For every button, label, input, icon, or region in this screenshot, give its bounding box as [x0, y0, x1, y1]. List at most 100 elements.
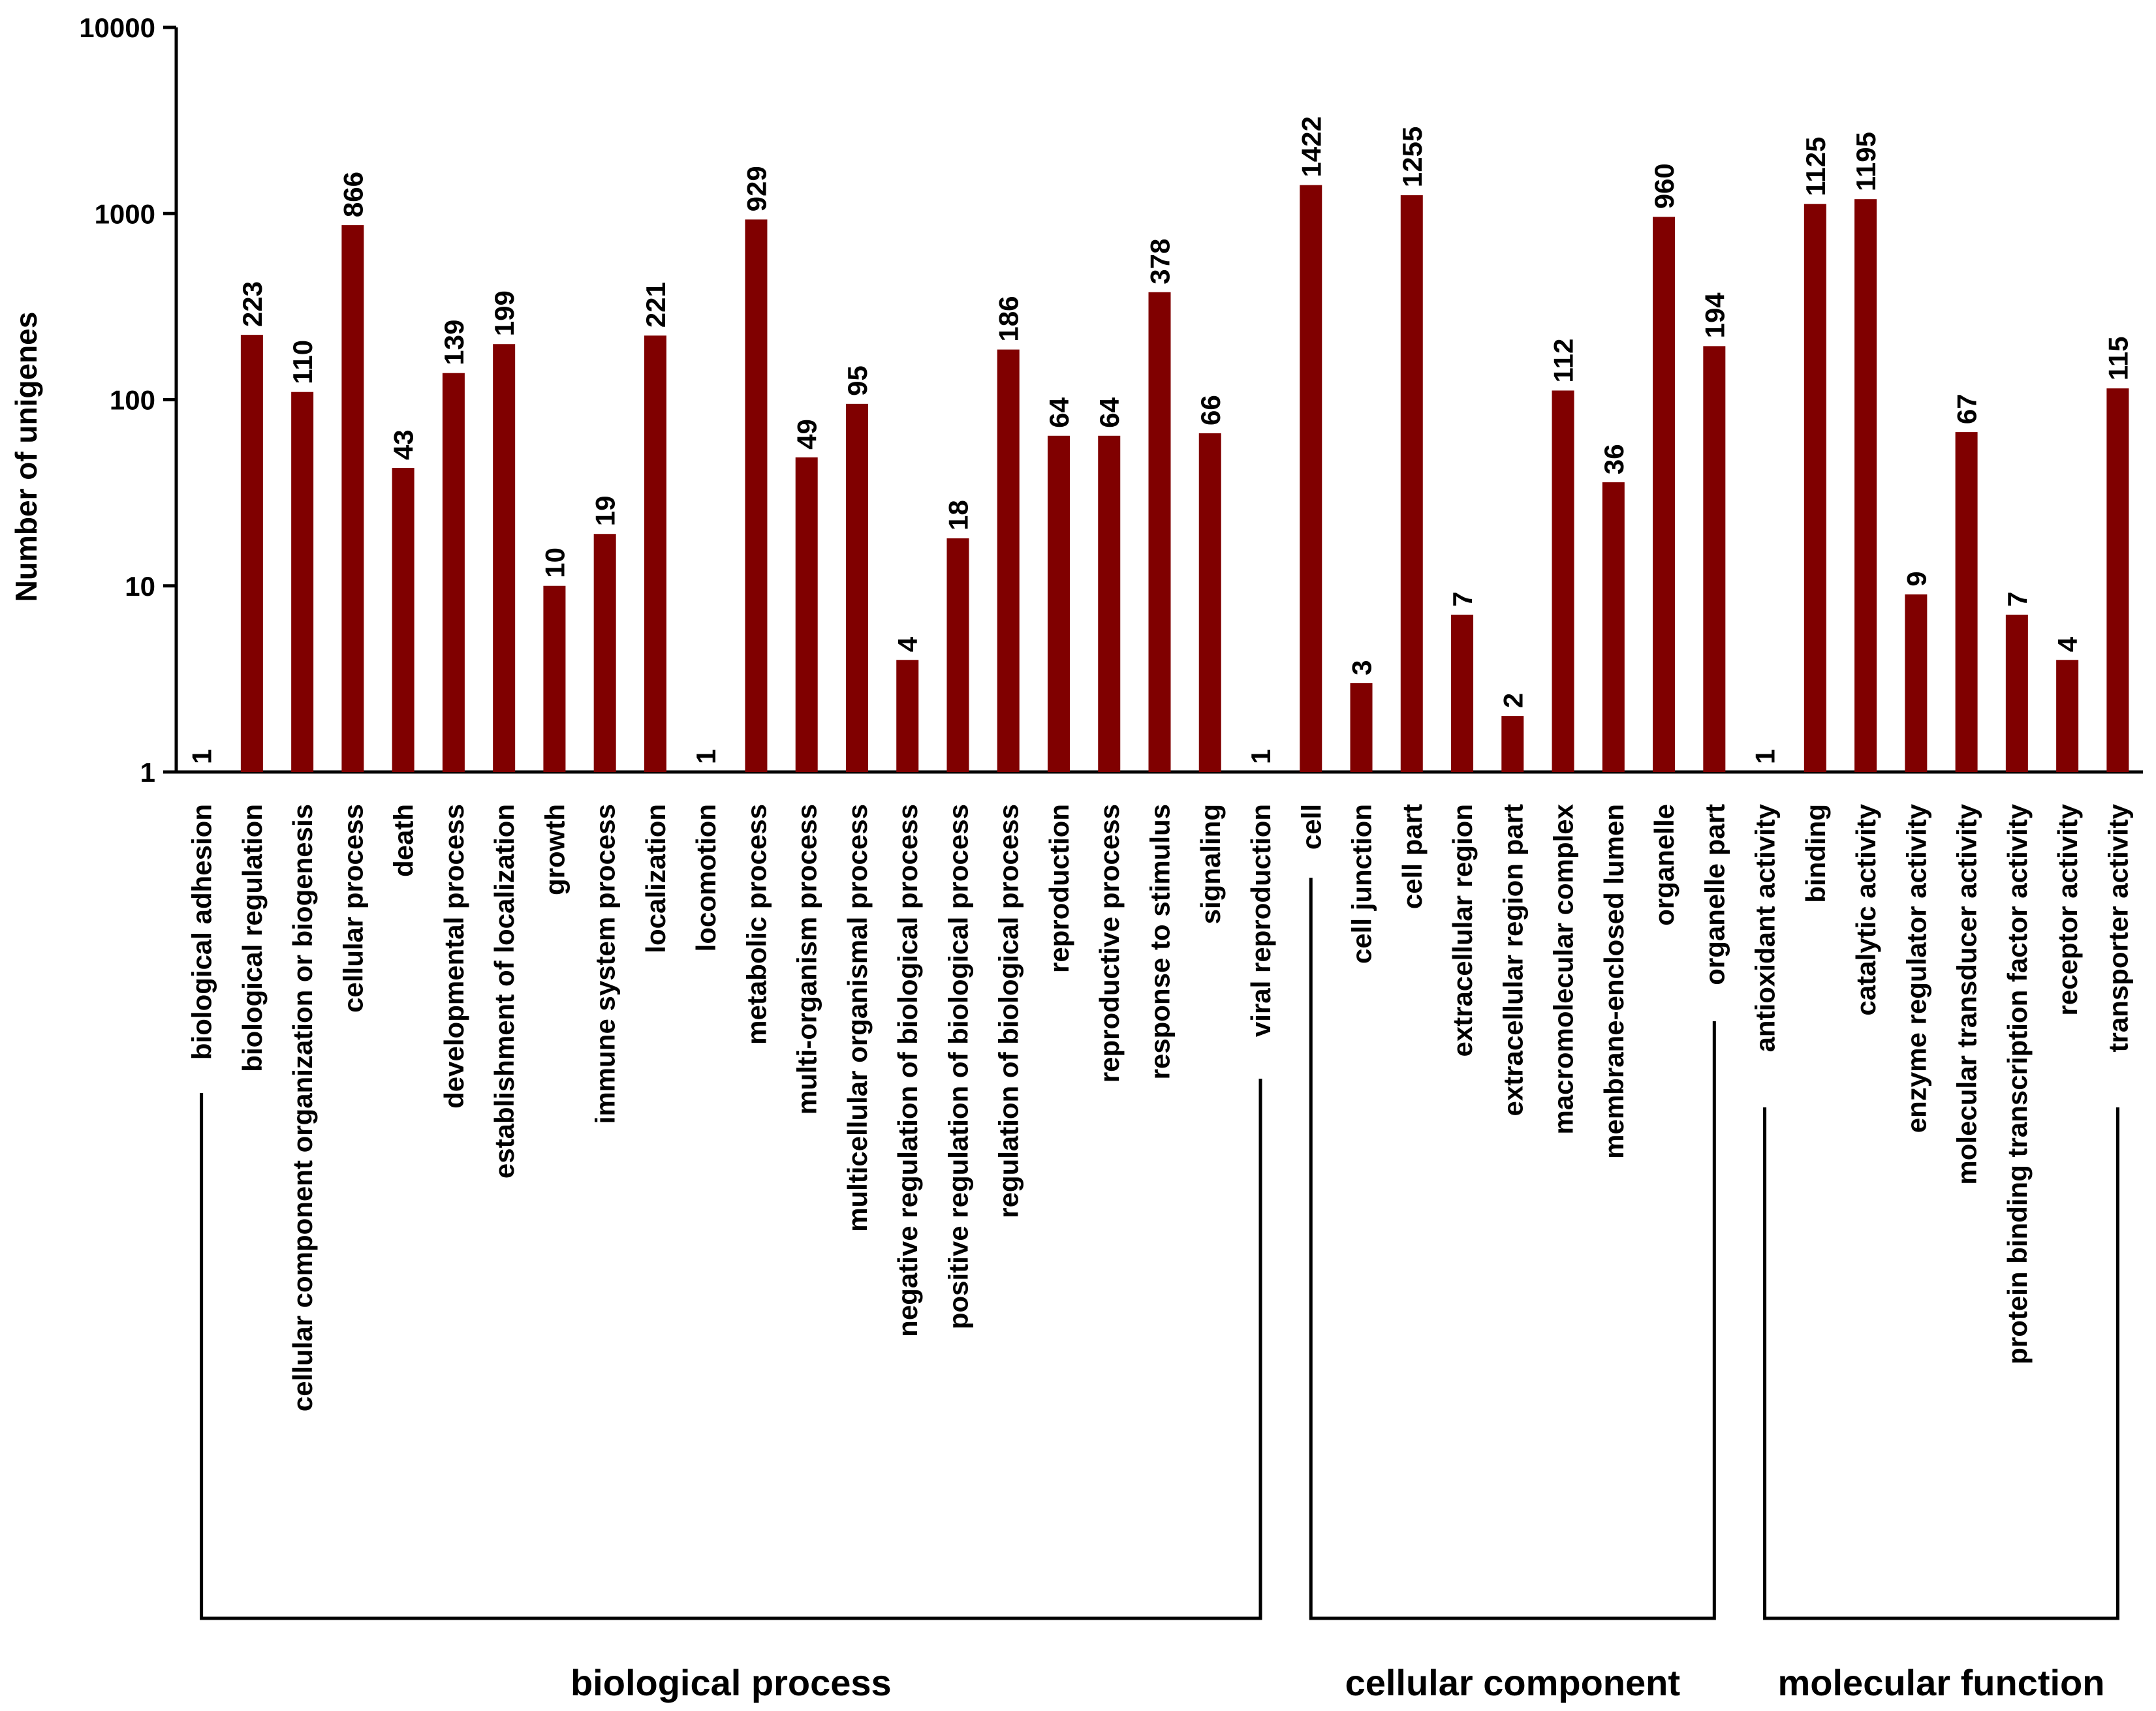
bar-value-label: 36: [1599, 444, 1629, 474]
y-tick-label: 10: [125, 571, 155, 602]
category-label: establishment of localization: [489, 804, 520, 1179]
bar: [442, 373, 465, 772]
bar-value-label: 929: [741, 166, 772, 211]
y-ticks: 1 10 100 1000 10000: [79, 12, 176, 788]
bar: [1653, 217, 1676, 772]
bar-value-label: 199: [489, 290, 520, 336]
bar: [946, 538, 969, 772]
bar-value-label: 67: [1952, 393, 1982, 424]
bar-value-label: 378: [1145, 239, 1176, 285]
category-label: transporter activity: [2102, 803, 2133, 1052]
bar-value-label: 95: [842, 365, 873, 396]
bar: [493, 344, 516, 772]
bar-value-label: 866: [337, 172, 368, 217]
category-label: locomotion: [691, 804, 721, 951]
bar-value-label: 139: [439, 320, 469, 365]
bar-value-label: 1: [187, 749, 217, 764]
category-label: binding: [1800, 804, 1831, 903]
category-label: extracellular region: [1447, 804, 1478, 1057]
bar: [1451, 614, 1474, 772]
bar-value-label: 4: [892, 636, 923, 652]
y-tick-label: 10000: [79, 12, 155, 43]
bar-value-label: 10: [539, 547, 570, 578]
bar: [543, 585, 566, 772]
category-label: enzyme regulator activity: [1901, 803, 1931, 1133]
bar: [644, 335, 666, 772]
bar-value-label: 1125: [1800, 137, 1831, 196]
bar: [795, 457, 818, 772]
bar: [593, 534, 616, 772]
category-label: negative regulation of biological proces…: [892, 804, 923, 1337]
bar-value-label: 7: [2002, 592, 2033, 607]
group-label: molecular function: [1778, 1662, 2105, 1703]
bar-value-label: 43: [388, 429, 419, 460]
category-label: multi-organism process: [792, 804, 822, 1115]
group-label: biological process: [570, 1662, 892, 1703]
group-brackets: biological process cellular component mole…: [200, 878, 2119, 1703]
bar-value-label: 66: [1195, 395, 1226, 425]
category-label: cell: [1296, 804, 1326, 850]
bar: [1854, 199, 1877, 773]
bar: [1047, 435, 1070, 772]
bar: [1703, 346, 1726, 772]
category-label: viral reproduction: [1245, 804, 1276, 1037]
category-label: biological adhesion: [187, 804, 217, 1060]
bar-value-label: 64: [1044, 397, 1074, 427]
category-label: immune system process: [590, 804, 621, 1124]
bar: [392, 468, 414, 772]
category-label: cellular component organization or bioge…: [287, 804, 318, 1411]
bar-value-label: 110: [287, 340, 318, 384]
y-tick-label: 100: [110, 385, 155, 416]
category-label: extracellular region part: [1497, 804, 1528, 1117]
group-bracket: [1763, 1107, 2119, 1620]
bar-value-label: 194: [1699, 292, 1730, 339]
bar-value-label: 1: [1245, 749, 1276, 764]
group-label: cellular component: [1345, 1662, 1680, 1703]
bar-value-label: 18: [943, 500, 973, 531]
bar: [1552, 390, 1574, 772]
bar: [2005, 614, 2028, 772]
bar: [341, 225, 364, 773]
bar: [291, 392, 314, 772]
group-bracket: [200, 1079, 1262, 1620]
bar: [1501, 716, 1524, 772]
category-label: response to stimulus: [1145, 804, 1176, 1079]
y-tick-label: 1000: [95, 198, 155, 229]
category-label: cell part: [1397, 804, 1428, 909]
category-label: organelle: [1649, 804, 1679, 926]
y-tick-label: 1: [140, 757, 155, 788]
category-label: biological regulation: [237, 804, 268, 1072]
bar-value-label: 9: [1901, 571, 1931, 586]
category-label: growth: [539, 804, 570, 895]
bar: [1198, 433, 1221, 772]
bar: [1804, 204, 1826, 772]
group-bracket: [1309, 878, 1716, 1620]
value-labels: 1223110866431391991019221192949954181866…: [187, 116, 2134, 764]
bar-value-label: 115: [2102, 336, 2133, 380]
category-labels: biological adhesion biological regulation…: [187, 803, 2134, 1411]
bar-value-label: 49: [792, 419, 822, 450]
category-label: localization: [640, 804, 671, 953]
bar: [745, 219, 768, 772]
bar: [1955, 432, 1978, 772]
bar-value-label: 19: [590, 496, 621, 527]
bar: [896, 660, 919, 772]
bar: [1905, 594, 1928, 772]
bar-value-label: 64: [1094, 397, 1125, 427]
category-label: positive regulation of biological proces…: [943, 804, 973, 1329]
bar-value-label: 1255: [1397, 127, 1428, 187]
category-label: metabolic process: [741, 804, 772, 1045]
category-label: cell junction: [1347, 804, 1377, 964]
category-label: developmental process: [439, 804, 469, 1109]
category-label: protein binding transcription factor act…: [2002, 803, 2033, 1364]
category-label: signaling: [1195, 804, 1226, 924]
bar-value-label: 186: [993, 296, 1024, 342]
category-label: membrane-enclosed lumen: [1599, 804, 1629, 1159]
bars: [240, 185, 2129, 773]
bar: [1350, 683, 1373, 772]
category-label: multicellular organismal process: [842, 804, 873, 1232]
bar-value-label: 1195: [1851, 132, 1881, 191]
category-label: catalytic activity: [1851, 803, 1881, 1015]
bar-value-label: 3: [1347, 660, 1377, 675]
